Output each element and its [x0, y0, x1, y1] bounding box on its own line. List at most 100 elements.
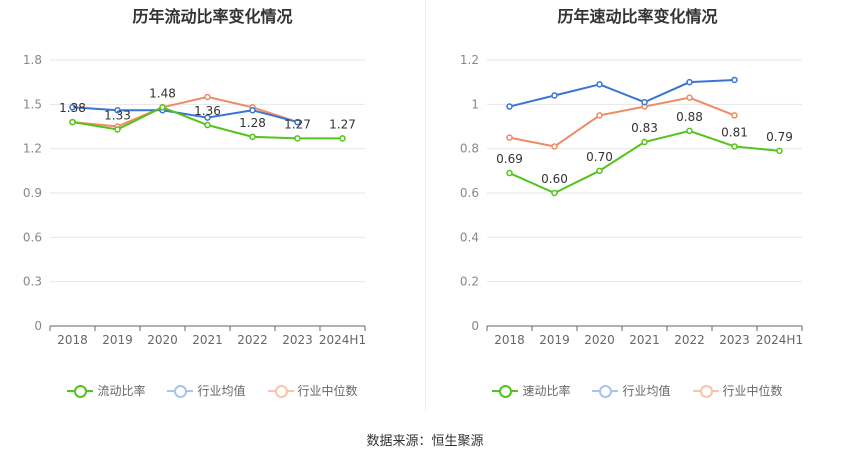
y-tick-label: 1.2: [460, 53, 479, 67]
data-label: 1.48: [149, 86, 176, 100]
legend-label: 行业中位数: [722, 384, 783, 398]
data-point: [204, 114, 211, 121]
data-point: [69, 104, 76, 111]
chart-title: 历年流动比率变化情况: [132, 7, 293, 26]
industry-avg-line: [72, 106, 298, 124]
y-tick-label: 1.8: [23, 53, 42, 67]
data-point: [506, 169, 513, 177]
industry-median-line: [509, 96, 735, 148]
data-label: 0.83: [631, 121, 658, 135]
y-tick-label: 0: [471, 319, 479, 333]
data-point: [204, 93, 211, 101]
data-label: 0.69: [496, 152, 523, 166]
legend-label: 流动比率: [97, 384, 146, 398]
y-tick-label: 0.9: [23, 186, 42, 200]
quick-ratio-panel: 0 0.2 0.4 0.6 0.8 1 1.2 2018 2019 2020 2021 2022 202…: [425, 0, 850, 415]
y-tick-label: 0.2: [460, 275, 479, 289]
x-tick-label: 2023: [282, 333, 313, 347]
data-point: [69, 118, 76, 126]
data-label: 1.33: [104, 108, 131, 122]
legend-item-industry-median[interactable]: 行业中位数: [267, 382, 358, 399]
data-point: [596, 81, 603, 88]
data-point: [731, 76, 738, 84]
data-label: 1.28: [239, 116, 266, 130]
x-tick-label: 2018: [57, 333, 88, 347]
industry-median-line: [72, 95, 298, 128]
data-point: [596, 167, 603, 175]
data-label: 0.70: [586, 150, 613, 164]
data-point: [641, 98, 648, 106]
data-point: [551, 189, 558, 197]
y-tick-label: 1.2: [23, 142, 42, 156]
data-label: 1.38: [59, 101, 86, 115]
x-tick-label: 2022: [674, 333, 705, 347]
data-point: [551, 92, 558, 99]
current-ratio-panel: 0 0.3 0.6 0.9 1.2 1.5 1.8 2018 2019 2020 2021 2022 2…: [0, 0, 425, 415]
x-tick-label: 2022: [237, 333, 268, 347]
x-tick-label: 2020: [147, 333, 178, 347]
industry-avg-line: [509, 78, 735, 108]
x-tick-label: 2024H1: [319, 333, 366, 347]
legend-line-icon: [67, 384, 94, 398]
data-point: [731, 112, 738, 119]
data-label: 0.60: [541, 172, 568, 186]
y-tick-label: 1: [471, 97, 479, 111]
x-tick-label: 2020: [584, 333, 615, 347]
x-tick-label: 2021: [629, 333, 660, 347]
data-point: [686, 94, 693, 101]
data-point: [249, 106, 256, 114]
x-tick-label: 2019: [102, 333, 133, 347]
legend-item-company[interactable]: 流动比率: [67, 382, 145, 399]
data-point: [204, 121, 211, 129]
legend-label: 行业均值: [197, 384, 246, 398]
data-point: [731, 143, 738, 150]
data-label: 1.27: [284, 117, 311, 131]
data-point: [159, 104, 166, 111]
data-point: [249, 133, 256, 141]
y-tick-label: 0.4: [460, 230, 479, 244]
data-point: [506, 103, 513, 110]
y-tick-label: 0.6: [460, 186, 479, 200]
data-point: [506, 134, 513, 141]
legend-label: 行业中位数: [297, 384, 358, 398]
y-tick-label: 1.5: [23, 97, 42, 111]
legend-item-industry-median[interactable]: 行业中位数: [692, 382, 783, 399]
data-label: 0.79: [766, 130, 793, 144]
legend-label: 行业均值: [622, 384, 671, 398]
legend-line-icon: [492, 384, 519, 398]
y-tick-label: 0.6: [23, 230, 42, 244]
data-point: [114, 106, 121, 114]
data-source-note: 数据来源：恒生聚源: [366, 434, 484, 449]
data-label: 1.27: [329, 117, 356, 131]
x-tick-label: 2023: [719, 333, 750, 347]
x-tick-label: 2018: [494, 333, 525, 347]
legend-line-icon: [692, 384, 719, 398]
legend-label: 速动比率: [522, 384, 571, 398]
legend-item-industry-avg[interactable]: 行业均值: [167, 382, 246, 399]
data-point: [686, 78, 693, 86]
current-ratio-chart: 0 0.3 0.6 0.9 1.2 1.5 1.8 2018 2019 2020 2021 2022 2…: [23, 53, 366, 347]
data-label: 0.81: [721, 125, 748, 139]
y-tick-label: 0.8: [460, 142, 479, 156]
legend-line-icon: [267, 384, 294, 398]
data-point: [596, 112, 603, 119]
data-point: [551, 143, 558, 150]
data-point: [294, 135, 301, 142]
legend-line-icon: [167, 384, 194, 398]
legend-line-icon: [592, 384, 619, 398]
legend: 流动比率 行业均值 行业中位数: [0, 382, 425, 399]
data-point: [114, 126, 121, 133]
data-point: [776, 147, 783, 155]
y-tick-label: 0.3: [23, 275, 42, 289]
data-point: [294, 118, 301, 126]
legend-item-company[interactable]: 速动比率: [492, 382, 570, 399]
x-tick-label: 2024H1: [756, 333, 803, 347]
legend: 速动比率 行业均值 行业中位数: [425, 382, 850, 399]
data-point: [339, 135, 346, 142]
legend-item-industry-avg[interactable]: 行业均值: [592, 382, 671, 399]
data-point: [686, 127, 693, 135]
data-label: 1.36: [194, 104, 221, 118]
data-point: [641, 138, 648, 146]
y-tick-label: 0: [34, 319, 42, 333]
